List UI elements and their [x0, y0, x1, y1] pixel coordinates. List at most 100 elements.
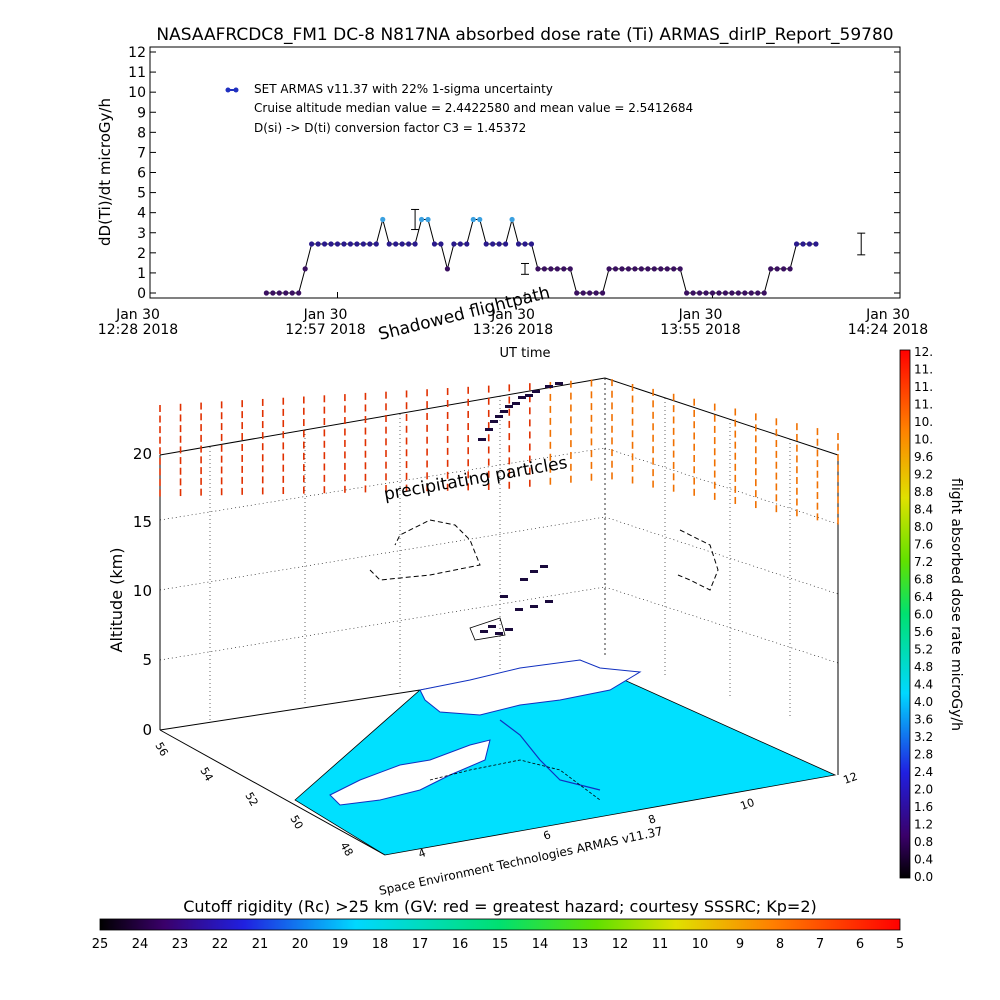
data-point — [554, 266, 560, 272]
data-point — [800, 241, 806, 247]
rigidity-colorbar-tick: 10 — [692, 937, 709, 952]
box-edge — [604, 377, 839, 456]
data-point — [283, 290, 289, 296]
box-edge — [159, 377, 606, 456]
y-tick-label: 4 — [137, 206, 146, 222]
data-point — [638, 266, 644, 272]
flightpath-point — [525, 394, 533, 397]
dose-colorbar-tick: 11. — [914, 380, 933, 394]
data-point — [296, 290, 302, 296]
dose-colorbar-tick: 3.6 — [914, 713, 933, 727]
flightpath-point — [500, 410, 508, 413]
data-point — [561, 266, 567, 272]
dose-colorbar-tick: 12. — [914, 345, 933, 359]
data-point — [671, 266, 677, 272]
y-tick-label: 1 — [137, 266, 146, 282]
data-point — [574, 290, 580, 296]
data-point — [425, 216, 431, 223]
data-point — [632, 266, 638, 272]
rigidity-colorbar-tick: 14 — [532, 937, 549, 952]
z-tick-label: 20 — [133, 445, 152, 463]
land-mass — [329, 739, 491, 806]
flightpath-point — [540, 565, 548, 568]
flightpath-point — [515, 608, 523, 611]
data-point — [334, 241, 341, 247]
x-tick-label: Jan 30 — [678, 307, 723, 323]
data-point — [451, 241, 457, 247]
flightpath-point — [495, 415, 503, 418]
data-point — [483, 241, 489, 247]
dose-colorbar-tick: 10. — [914, 433, 933, 447]
dose-colorbar-label: flight absorbed dose rate microGy/h — [948, 478, 964, 731]
y-tick-label: 3 — [137, 226, 146, 242]
x-tick-label: Jan 30 — [115, 307, 160, 323]
dose-colorbar-tick: 2.8 — [914, 748, 933, 762]
data-point — [270, 290, 276, 296]
data-point — [289, 290, 295, 296]
data-point — [444, 266, 451, 272]
data-point — [321, 241, 328, 247]
rigidity-colorbar-tick: 23 — [172, 937, 189, 952]
data-point — [315, 241, 321, 247]
data-point — [735, 290, 741, 296]
flightpath-point — [545, 385, 553, 388]
z-tick-label: 0 — [142, 721, 152, 739]
data-point — [412, 241, 418, 247]
y-tick-label: 0 — [137, 286, 146, 302]
3d-flight-view: 0 5 10 15 20 Altitude (km) Shadowed flig… — [107, 283, 859, 898]
x-tick-label: Jan 30 — [303, 307, 348, 323]
dose-colorbar-tick: 0.0 — [914, 870, 933, 884]
flightpath-point — [478, 438, 486, 441]
data-point — [438, 241, 444, 247]
z-tick-label: 15 — [133, 513, 152, 531]
dose-colorbar-tick: 10. — [914, 415, 933, 429]
border-line — [429, 759, 601, 801]
dose-colorbar-tick: 9.6 — [914, 450, 933, 464]
flightpath-point — [555, 382, 563, 385]
data-point — [522, 241, 528, 247]
flightpath-point — [495, 632, 503, 635]
x-ground-tick: 6 — [542, 828, 553, 843]
series-line — [266, 217, 816, 294]
data-point — [470, 216, 476, 223]
data-point — [328, 241, 334, 247]
flightpath-point — [488, 625, 496, 628]
data-point — [360, 241, 366, 247]
dose-rate-series — [263, 208, 866, 296]
annotation-median-mean: Cruise altitude median value = 2.4422580… — [254, 101, 693, 115]
data-point — [606, 266, 612, 272]
data-point — [690, 290, 696, 296]
y-tick-label: 7 — [137, 145, 146, 161]
x-ground-tick: 4 — [417, 846, 428, 861]
data-point — [793, 241, 800, 247]
y-axis-label: dD(Ti)/dt microGy/h — [96, 98, 114, 246]
coastline — [499, 719, 601, 791]
x-tick-label: 13:26 2018 — [473, 322, 553, 338]
rigidity-colorbar-tick: 20 — [292, 937, 309, 952]
data-point — [354, 241, 360, 247]
data-point — [496, 241, 502, 247]
rigidity-colorbar-tick: 21 — [252, 937, 269, 952]
rigidity-colorbar-tick: 16 — [452, 937, 469, 952]
rigidity-colorbar-tick: 22 — [212, 937, 229, 952]
data-point — [503, 241, 509, 247]
y-tick-label: 8 — [137, 125, 146, 141]
y-tick-label: 10 — [128, 85, 146, 101]
dose-colorbar-tick: 2.4 — [914, 765, 933, 779]
x-ground-tick: 8 — [647, 812, 658, 827]
legend-marker — [225, 87, 231, 93]
data-point — [367, 241, 373, 247]
rigidity-colorbar-tick: 8 — [776, 937, 784, 952]
rigidity-colorbar-tick: 13 — [572, 937, 589, 952]
rigidity-colorbar-tick: 19 — [332, 937, 349, 952]
y-ground-tick: 50 — [287, 813, 305, 832]
data-point — [309, 241, 315, 247]
x-tick-label: 13:55 2018 — [660, 322, 740, 338]
data-point — [619, 266, 625, 272]
flightpath-point — [485, 428, 493, 431]
rigidity-colorbar-tick: 15 — [492, 937, 509, 952]
ground-plane-ocean — [294, 659, 837, 856]
y-ground-tick: 48 — [337, 840, 355, 859]
